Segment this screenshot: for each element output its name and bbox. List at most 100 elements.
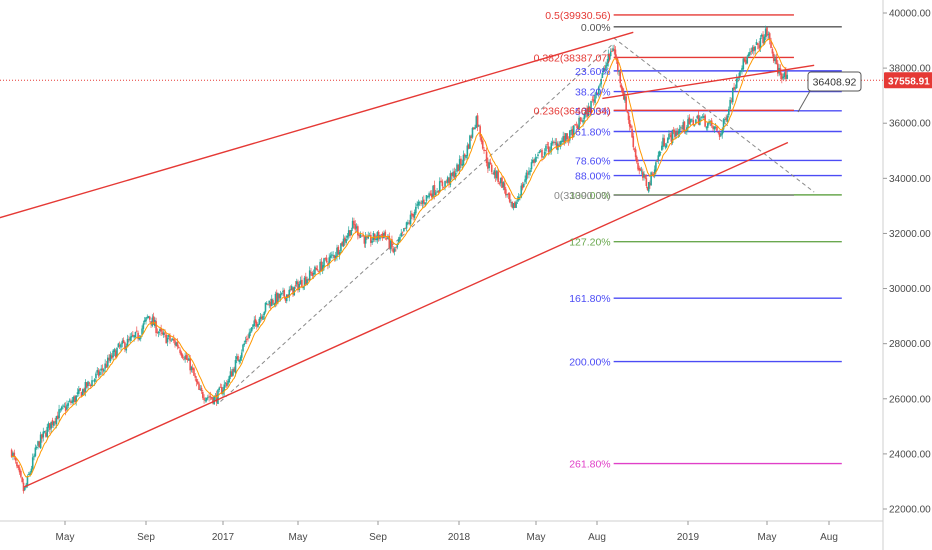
candle-body: [179, 349, 181, 353]
candle-body: [424, 202, 426, 205]
candle-body: [53, 421, 55, 426]
candle-body: [613, 49, 616, 51]
candle-body: [471, 128, 474, 138]
candle-body: [656, 161, 658, 162]
candle-body: [705, 127, 708, 129]
candle-body: [148, 316, 151, 320]
candle-body: [332, 254, 334, 256]
candle-body: [545, 145, 547, 152]
candle-body: [570, 130, 572, 132]
candle-body: [393, 248, 396, 252]
candle-body: [612, 48, 614, 52]
candle-body: [415, 206, 417, 214]
candle-body: [697, 115, 700, 125]
candle-body: [461, 163, 464, 166]
candle-body: [172, 338, 175, 341]
candle-body: [753, 46, 755, 52]
candle-body: [676, 131, 679, 135]
candle-body: [66, 404, 68, 410]
candle-body: [538, 151, 541, 153]
candle-body: [734, 87, 737, 89]
candle-body: [566, 133, 568, 140]
candle-body: [401, 231, 404, 233]
candle-body: [472, 127, 475, 130]
candle-body: [571, 129, 574, 138]
candle-body: [81, 389, 84, 396]
candle-body: [625, 96, 627, 111]
candle-body: [340, 243, 342, 252]
candle-body: [636, 156, 638, 163]
candle-body: [189, 358, 191, 371]
candle-body: [409, 214, 412, 225]
candle-body: [521, 184, 524, 189]
candle-body: [680, 127, 682, 129]
candle-body: [584, 109, 587, 115]
candle-body: [759, 38, 762, 49]
candle-body: [512, 203, 515, 209]
candle-body: [92, 380, 95, 382]
candle-body: [240, 352, 243, 358]
candle-body: [601, 72, 604, 78]
callout-box: [807, 71, 862, 92]
candle-body: [145, 317, 147, 322]
candle-body: [195, 379, 198, 382]
candle-body: [776, 63, 779, 74]
candle-body: [692, 120, 695, 125]
candle-body: [37, 441, 39, 446]
candle-body: [505, 189, 507, 196]
candle-body: [275, 292, 278, 304]
candle-body: [345, 238, 347, 243]
candle-body: [162, 332, 165, 335]
candle-body: [483, 149, 485, 151]
candle-body: [362, 235, 364, 237]
candle-body: [721, 129, 724, 135]
candle-body: [639, 168, 642, 171]
candle-body: [160, 328, 162, 332]
candle-body: [783, 72, 786, 78]
candle-body: [14, 457, 17, 461]
candle-body: [265, 303, 268, 304]
candle-body: [166, 337, 169, 343]
candle-body: [731, 87, 734, 103]
candle-body: [43, 430, 46, 433]
candle-body: [399, 236, 401, 241]
candle-body: [68, 400, 71, 402]
candle-body: [611, 51, 613, 52]
candle-body: [64, 406, 67, 411]
candle-body: [672, 129, 675, 133]
fib-level-label: 61.80%: [575, 126, 611, 138]
candle-body: [525, 172, 528, 181]
candle-body: [186, 358, 189, 361]
candle-body: [185, 354, 188, 360]
candle-body: [480, 137, 483, 142]
candle-body: [50, 421, 52, 429]
candlesticks: [10, 25, 789, 494]
candle-body: [498, 182, 501, 184]
candle-body: [742, 58, 745, 70]
candle-body: [225, 383, 228, 387]
y-tick-label: 24000.00: [889, 449, 931, 460]
candle-body: [60, 406, 63, 410]
candle-body: [475, 116, 478, 128]
candle-body: [496, 170, 498, 179]
callout-pointer: [797, 90, 811, 113]
y-tick-label: 40000.00: [889, 9, 931, 20]
x-tick-label: Aug: [588, 532, 606, 543]
candle-body: [587, 106, 590, 117]
candle-body: [180, 352, 183, 356]
candle-body: [129, 337, 131, 341]
candle-body: [614, 49, 617, 58]
candle-body: [737, 77, 739, 79]
candle-body: [582, 119, 584, 123]
candle-body: [514, 202, 516, 208]
candle-body: [264, 302, 267, 312]
candle-body: [605, 65, 607, 71]
candle-body: [215, 394, 218, 403]
candle-body: [603, 69, 606, 70]
candle-body: [714, 127, 717, 129]
candle-body: [641, 172, 644, 178]
candle-body: [370, 234, 372, 243]
candle-body: [523, 183, 525, 187]
candle-body: [432, 185, 434, 198]
